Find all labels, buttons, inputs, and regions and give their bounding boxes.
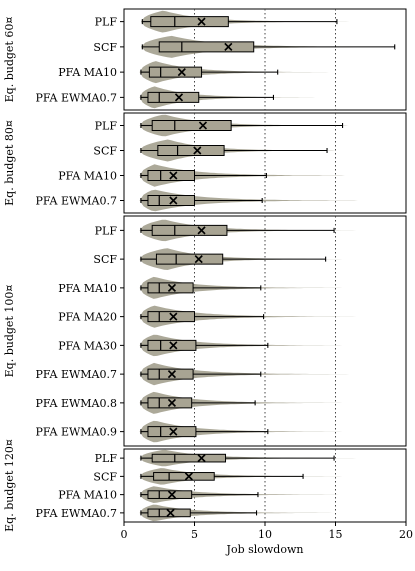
mean-marker xyxy=(197,17,206,26)
row-pfa-ma20: PFA MA20 xyxy=(58,305,364,328)
category-label: PFA EWMA0.7 xyxy=(35,195,117,208)
category-label: PFA MA10 xyxy=(58,282,117,295)
category-label: PLF xyxy=(95,452,118,465)
x-tick-label: 10 xyxy=(258,528,272,541)
box xyxy=(147,397,193,409)
row-pfa-ewma0-7: PFA EWMA0.7 xyxy=(35,86,322,109)
row-pfa-ma10: PFA MA10 xyxy=(58,164,364,187)
box xyxy=(147,426,197,438)
category-label: PFA MA10 xyxy=(58,66,117,79)
box xyxy=(158,41,255,53)
category-label: PFA MA30 xyxy=(58,339,117,352)
box xyxy=(151,224,228,236)
box xyxy=(147,170,195,181)
box xyxy=(150,16,229,28)
mean-marker xyxy=(194,255,203,264)
x-tick-label: 5 xyxy=(191,528,198,541)
mean-marker xyxy=(166,508,175,517)
category-label: PFA MA20 xyxy=(58,311,117,324)
mean-marker xyxy=(167,398,177,407)
mean-marker xyxy=(169,427,178,436)
row-pfa-ma10: PFA MA10 xyxy=(58,486,350,503)
category-label: PFA MA10 xyxy=(58,170,117,183)
mean-marker xyxy=(167,370,177,379)
box xyxy=(153,472,215,481)
box xyxy=(147,311,195,323)
box xyxy=(147,368,194,380)
row-pfa-ewma0-8: PFA EWMA0.8 xyxy=(35,391,350,414)
mean-marker xyxy=(177,68,186,77)
box xyxy=(147,339,197,351)
category-label: PFA MA10 xyxy=(58,489,117,502)
box xyxy=(151,120,232,131)
box xyxy=(148,66,203,78)
panel-label: Eq. budget 120¤ xyxy=(3,439,16,532)
category-label: PFA EWMA0.8 xyxy=(35,397,117,410)
category-label: SCF xyxy=(93,145,117,158)
mean-marker xyxy=(169,312,178,321)
x-tick-label: 0 xyxy=(121,528,128,541)
row-scf: SCF xyxy=(93,35,406,58)
box xyxy=(147,508,191,518)
row-pfa-ma10: PFA MA10 xyxy=(58,61,336,84)
mean-marker xyxy=(169,196,178,205)
x-tick-label: 20 xyxy=(399,528,413,541)
mean-marker xyxy=(167,490,177,499)
panel-label: Eq. budget 80¤ xyxy=(3,120,16,206)
x-axis-label: Job slowdown xyxy=(226,543,304,556)
row-plf: PLF xyxy=(95,114,364,137)
panel-4: Eq. budget 120¤ PLF SCF PFA MA10 PFA EWMA0.7 xyxy=(3,439,407,532)
box xyxy=(147,282,194,294)
row-pfa-ma10: PFA MA10 xyxy=(58,276,350,299)
row-scf: SCF xyxy=(93,248,350,270)
mean-marker xyxy=(197,454,206,463)
mean-marker xyxy=(169,341,178,350)
category-label: PFA EWMA0.7 xyxy=(35,507,117,520)
row-scf: SCF xyxy=(93,468,350,485)
box xyxy=(147,91,200,103)
category-label: PLF xyxy=(95,120,118,133)
row-pfa-ewma0-7: PFA EWMA0.7 xyxy=(35,504,343,522)
row-pfa-ma30: PFA MA30 xyxy=(58,334,350,357)
category-label: SCF xyxy=(93,41,117,54)
category-label: PFA EWMA0.9 xyxy=(35,426,117,439)
panel-3: Eq. budget 100¤ PLF SCF PFA MA10 PFA MA20 PFA… xyxy=(3,215,407,447)
box xyxy=(155,253,224,265)
mean-marker xyxy=(193,146,202,155)
row-plf: PLF xyxy=(95,449,364,467)
row-plf: PLF xyxy=(95,10,357,33)
category-label: SCF xyxy=(93,253,117,266)
panel-label: Eq. budget 100¤ xyxy=(3,285,16,378)
row-scf: SCF xyxy=(93,139,350,162)
panel-2: Eq. budget 80¤ PLF SCF PFA MA10 PFA EWMA0.7 xyxy=(3,112,407,214)
panel-label: Eq. budget 60¤ xyxy=(3,17,16,103)
box xyxy=(151,453,227,463)
category-label: PLF xyxy=(95,224,118,237)
box xyxy=(147,195,195,206)
box xyxy=(147,490,193,499)
category-label: SCF xyxy=(93,470,117,483)
x-axis: 0 5 10 15 20 xyxy=(121,522,413,541)
row-pfa-ewma0-7: PFA EWMA0.7 xyxy=(35,362,357,386)
x-tick-label: 15 xyxy=(329,528,343,541)
row-pfa-ewma0-9: PFA EWMA0.9 xyxy=(35,420,350,443)
category-label: PFA EWMA0.7 xyxy=(35,368,117,381)
category-label: PLF xyxy=(95,16,118,29)
panel-1: Eq. budget 60¤ PLF SCF PFA MA10 PFA EWMA0.7 xyxy=(3,8,407,111)
mean-marker xyxy=(224,42,233,51)
category-label: PFA EWMA0.7 xyxy=(35,91,117,104)
box xyxy=(157,145,225,156)
row-pfa-ewma0-7: PFA EWMA0.7 xyxy=(35,189,378,212)
mean-marker xyxy=(198,121,208,130)
mean-marker xyxy=(197,226,206,235)
mean-marker xyxy=(169,171,178,180)
row-plf: PLF xyxy=(95,219,364,242)
mean-marker xyxy=(184,472,193,481)
mean-marker xyxy=(174,93,184,102)
mean-marker xyxy=(167,283,177,292)
